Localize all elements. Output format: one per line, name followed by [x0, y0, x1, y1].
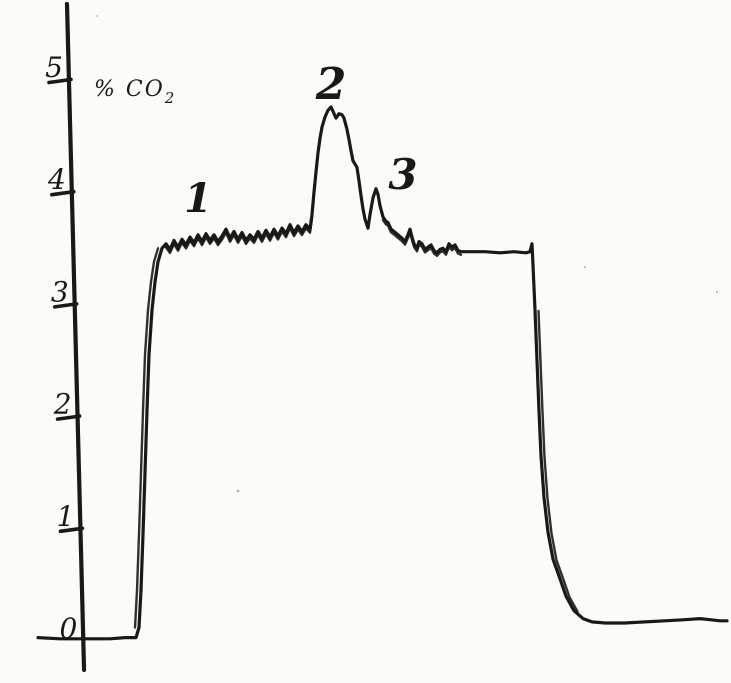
co2-trace-noise-1 — [164, 215, 314, 253]
y-axis-tick-4 — [50, 189, 76, 197]
y-axis-tick-2 — [55, 414, 82, 421]
co2-trace-noise-2 — [381, 218, 463, 257]
y-axis-title: % CO2 — [94, 77, 174, 107]
y-axis: 0 1 2 3 4 5 — [45, 1, 87, 673]
peak-label-1: 1 — [184, 175, 212, 222]
peak-label-2: 2 — [315, 59, 347, 110]
y-axis-tick-1 — [58, 526, 85, 534]
y-axis-line — [64, 1, 87, 673]
y-tick-label-4: 4 — [47, 163, 66, 196]
co2-trace-noise-3 — [133, 247, 160, 629]
y-tick-label-2: 2 — [53, 388, 72, 421]
co2-trace-line — [36, 105, 729, 641]
y-tick-label-0: 0 — [59, 612, 77, 645]
y-axis-tick-3 — [52, 302, 79, 309]
y-tick-label-5: 5 — [45, 51, 63, 84]
scan-speck — [236, 489, 240, 493]
peak-annotations: 1 23 — [184, 59, 418, 222]
y-axis-tick-5 — [47, 77, 73, 85]
co2-trace-noise-4 — [537, 309, 579, 613]
scan-speck — [716, 291, 718, 293]
trace-group — [36, 105, 729, 641]
y-tick-label-1: 1 — [57, 500, 75, 533]
y-tick-label-3: 3 — [51, 275, 69, 308]
peak-label-3: 3 — [388, 150, 417, 199]
scan-speck — [584, 266, 586, 268]
scan-specks — [96, 15, 718, 493]
scan-speck — [96, 15, 98, 17]
